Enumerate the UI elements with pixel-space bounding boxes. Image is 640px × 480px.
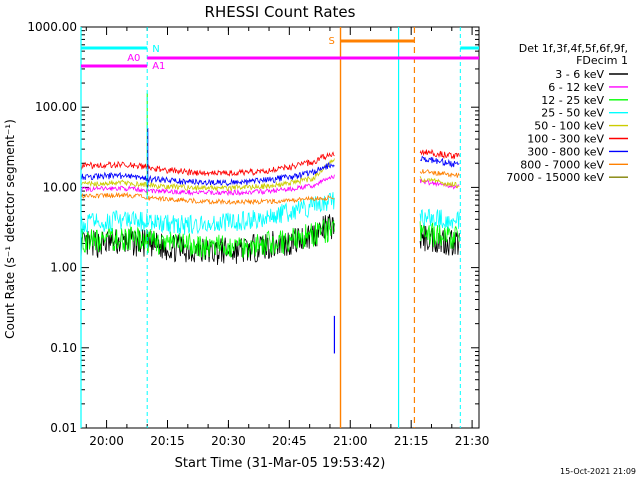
x-tick-label: 21:15 bbox=[394, 434, 429, 448]
series-line-seg1 bbox=[80, 151, 335, 177]
y-axis-label: Count Rate (s⁻¹ detector segment⁻¹) bbox=[3, 119, 17, 339]
annotation-s: S bbox=[329, 36, 335, 47]
legend-label: 12 - 25 keV bbox=[541, 94, 604, 107]
x-tick-label: 20:45 bbox=[272, 434, 307, 448]
series-line-seg1 bbox=[80, 192, 335, 235]
series-line-seg2 bbox=[420, 155, 460, 168]
x-tick-label: 21:30 bbox=[455, 434, 490, 448]
legend-label: 3 - 6 keV bbox=[555, 68, 604, 81]
legend-label: 25 - 50 keV bbox=[541, 107, 604, 120]
legend-label: 800 - 7000 keV bbox=[520, 158, 604, 171]
y-tick-label: 0.01 bbox=[50, 421, 77, 435]
series-line-seg1 bbox=[80, 161, 335, 187]
plot-area: 0.01 0.10 1.00 10.00 100.00 1000.00 20:00 20:15… bbox=[27, 20, 489, 448]
footer-date: 15-Oct-2021 21:09 bbox=[560, 467, 636, 476]
annotation-n: N bbox=[152, 44, 159, 55]
legend-header-line1: Det 1f,3f,4f,5f,6f,9f, bbox=[519, 42, 628, 55]
series-line-seg1 bbox=[80, 214, 335, 266]
series-line-seg2 bbox=[419, 208, 460, 230]
series-line-seg2 bbox=[419, 169, 460, 179]
legend-label: 7000 - 15000 keV bbox=[506, 171, 604, 184]
x-tick-label: 20:00 bbox=[89, 434, 124, 448]
y-tick-label: 100.00 bbox=[35, 100, 77, 114]
annotation-a0: A0 bbox=[127, 53, 140, 64]
series-line-seg1 bbox=[80, 158, 335, 192]
y-tick-label: 0.10 bbox=[50, 341, 77, 355]
series-line-seg2 bbox=[419, 148, 460, 160]
y-tick-label: 1000.00 bbox=[27, 20, 77, 34]
legend-label: 100 - 300 keV bbox=[527, 133, 604, 146]
series-line-seg1 bbox=[80, 218, 335, 260]
series-line-seg2 bbox=[419, 224, 460, 256]
x-tick-label: 20:15 bbox=[150, 434, 185, 448]
legend-label: 300 - 800 keV bbox=[527, 145, 604, 158]
series-line-seg1 bbox=[80, 191, 335, 206]
legend-label: 50 - 100 keV bbox=[534, 120, 604, 133]
legend-label: 6 - 12 keV bbox=[548, 81, 604, 94]
x-tick-label: 21:00 bbox=[333, 434, 368, 448]
series-line-seg2 bbox=[419, 178, 460, 190]
x-axis-label: Start Time (31-Mar-05 19:53:42) bbox=[175, 456, 386, 471]
series-line-seg2 bbox=[419, 176, 460, 189]
x-tick-label: 20:30 bbox=[211, 434, 246, 448]
series-line-seg2 bbox=[419, 221, 460, 249]
series-line-seg1 bbox=[80, 174, 335, 197]
annotation-a1: A1 bbox=[152, 61, 165, 72]
y-tick-label: 1.00 bbox=[50, 261, 77, 275]
chart-title: RHESSI Count Rates bbox=[205, 3, 356, 21]
legend-header-line2: FDecim 1 bbox=[576, 54, 628, 67]
y-tick-label: 10.00 bbox=[43, 180, 77, 194]
